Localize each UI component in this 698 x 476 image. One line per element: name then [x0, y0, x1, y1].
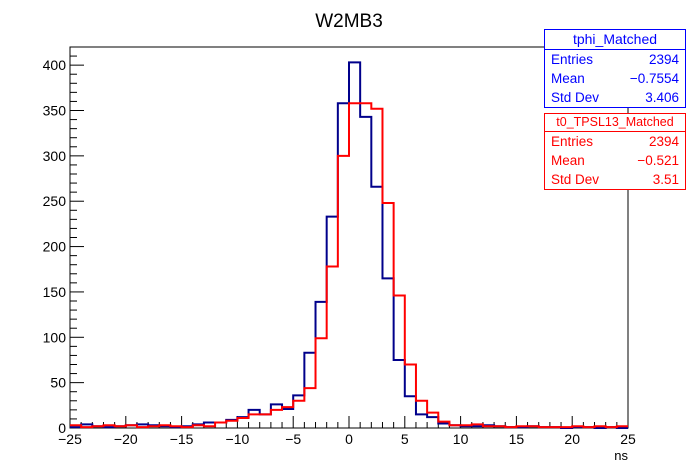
x-tick-label: 10 — [453, 431, 469, 447]
stats-row-mean: Mean −0.521 — [545, 151, 685, 170]
stats-label: Std Dev — [551, 172, 600, 187]
stats-row-entries: Entries 2394 — [545, 132, 685, 151]
x-tick-label: −25 — [58, 431, 82, 447]
x-tick-label: 25 — [620, 431, 636, 447]
series-line-t0_TPSL13_Matched — [70, 102, 628, 429]
stats-value: −0.7554 — [629, 71, 679, 86]
stats-row-stddev: Std Dev 3.406 — [545, 88, 685, 107]
x-tick-label: 15 — [509, 431, 525, 447]
stats-row-mean: Mean −0.7554 — [545, 69, 685, 88]
stats-label: Mean — [551, 153, 585, 168]
stats-title: tphi_Matched — [545, 30, 685, 50]
x-tick-label: 20 — [564, 431, 580, 447]
y-tick-label: 150 — [43, 284, 67, 300]
y-tick-label: 100 — [43, 329, 67, 345]
x-axis: −25 −20 −15 −10 −5 0 5 10 15 20 25 — [58, 416, 636, 447]
y-tick-label: 0 — [58, 420, 66, 436]
stats-box-t0-tpsl13: t0_TPSL13_Matched Entries 2394 Mean −0.5… — [544, 113, 686, 190]
stats-title: t0_TPSL13_Matched — [545, 114, 685, 132]
y-tick-label: 350 — [43, 103, 67, 119]
x-tick-label: 5 — [401, 431, 409, 447]
stats-value: 3.406 — [645, 90, 679, 105]
stats-value: −0.521 — [637, 153, 679, 168]
x-tick-label: −10 — [226, 431, 250, 447]
y-tick-label: 200 — [43, 239, 67, 255]
stats-label: Entries — [551, 52, 594, 67]
y-axis: 0 50 100 150 200 250 300 350 400 — [43, 46, 84, 436]
chart-title: W2MB3 — [315, 11, 383, 32]
x-tick-label: −20 — [114, 431, 138, 447]
x-tick-label: −5 — [285, 431, 301, 447]
x-axis-label: ns — [614, 448, 628, 463]
stats-label: Mean — [551, 71, 585, 86]
stats-label: Entries — [551, 134, 594, 149]
y-tick-label: 300 — [43, 148, 67, 164]
stats-row-stddev: Std Dev 3.51 — [545, 170, 685, 189]
x-tick-label: 0 — [345, 431, 353, 447]
stats-value: 3.51 — [652, 172, 679, 187]
y-tick-label: 400 — [43, 57, 67, 73]
x-tick-label: −15 — [170, 431, 194, 447]
y-tick-label: 50 — [50, 375, 66, 391]
stats-label: Std Dev — [551, 90, 600, 105]
stats-row-entries: Entries 2394 — [545, 50, 685, 69]
stats-value: 2394 — [648, 52, 679, 67]
stats-box-tphi: tphi_Matched Entries 2394 Mean −0.7554 S… — [544, 29, 686, 108]
y-tick-label: 250 — [43, 193, 67, 209]
stats-value: 2394 — [648, 134, 679, 149]
series-layer — [70, 61, 628, 429]
